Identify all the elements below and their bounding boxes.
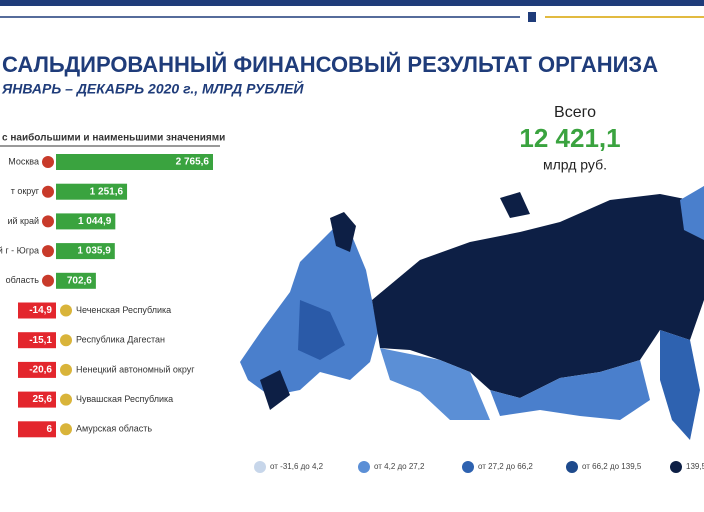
map-island <box>500 192 530 218</box>
bar <box>18 421 56 438</box>
bar <box>18 391 56 408</box>
total-value: 12 421,1 <box>519 123 620 153</box>
map-region <box>298 300 345 360</box>
category-label: т округ <box>11 186 40 196</box>
value-label: 2 765,6 <box>176 157 210 168</box>
bar <box>56 154 213 170</box>
section-caption: с наибольшими и наименьшими значениями <box>2 132 225 144</box>
value-label: 1 035,9 <box>77 246 111 257</box>
category-label: Чеченская Республика <box>76 305 171 315</box>
category-label: Москва <box>8 156 39 166</box>
value-label: 702,6 <box>67 275 92 286</box>
bar <box>56 243 115 260</box>
legend-label: от 66,2 до 139,5 <box>582 462 642 471</box>
title: САЛЬДИРОВАННЫЙ ФИНАНСОВЫЙ РЕЗУЛЬТАТ ОРГА… <box>2 52 658 77</box>
legend-swatch <box>462 461 474 473</box>
category-label: ий край <box>7 216 39 226</box>
emblem <box>42 156 54 168</box>
bar <box>18 332 56 349</box>
map-south-east <box>490 360 650 420</box>
top-bar <box>0 0 704 6</box>
legend-label: от -31,6 до 4,2 <box>270 462 324 471</box>
top-mark <box>528 12 536 22</box>
value-label: -14,9 <box>29 305 52 316</box>
map-chukotka <box>680 186 704 240</box>
category-label: сийский г - Югра <box>0 245 39 255</box>
category-label: Чувашская Республика <box>76 394 173 404</box>
legend-label: 139,5 - <box>686 462 704 471</box>
value-label: 25,6 <box>33 394 53 405</box>
total-unit: млрд руб. <box>543 157 607 173</box>
legend-swatch <box>670 461 682 473</box>
emblem <box>42 274 54 287</box>
legend-swatch <box>566 461 578 473</box>
map <box>240 186 704 440</box>
value-label: 1 044,9 <box>78 216 112 227</box>
category-label: область <box>6 275 40 285</box>
emblem <box>60 423 72 436</box>
emblem <box>42 245 54 258</box>
value-label: 6 <box>46 424 52 435</box>
category-label: Амурская область <box>76 424 152 434</box>
bar <box>18 302 56 319</box>
map-south <box>380 348 490 420</box>
map-far-east <box>660 330 700 440</box>
value-label: 1 251,6 <box>90 186 124 197</box>
emblem <box>60 363 72 376</box>
legend-swatch <box>358 461 370 473</box>
map-east <box>372 186 704 398</box>
map-island <box>330 212 356 252</box>
value-label: -20,6 <box>29 365 52 376</box>
emblem <box>42 185 54 198</box>
subtitle: ЯНВАРЬ – ДЕКАБРЬ 2020 г., МЛРД РУБЛЕЙ <box>1 80 304 97</box>
bar <box>18 361 56 378</box>
bar <box>56 213 116 230</box>
category-label: Ненецкий автономный округ <box>76 364 195 374</box>
legend-label: от 4,2 до 27,2 <box>374 462 425 471</box>
bar <box>56 272 96 289</box>
emblem <box>42 215 54 228</box>
emblem <box>60 304 72 317</box>
legend-swatch <box>254 461 266 473</box>
map-region <box>260 370 290 410</box>
emblem <box>60 393 72 406</box>
emblem <box>60 334 72 347</box>
total-label: Всего <box>554 104 596 121</box>
category-label: Республика Дагестан <box>76 335 165 345</box>
value-label: -15,1 <box>29 335 52 346</box>
legend-label: от 27,2 до 66,2 <box>478 462 533 471</box>
bar <box>56 183 128 200</box>
